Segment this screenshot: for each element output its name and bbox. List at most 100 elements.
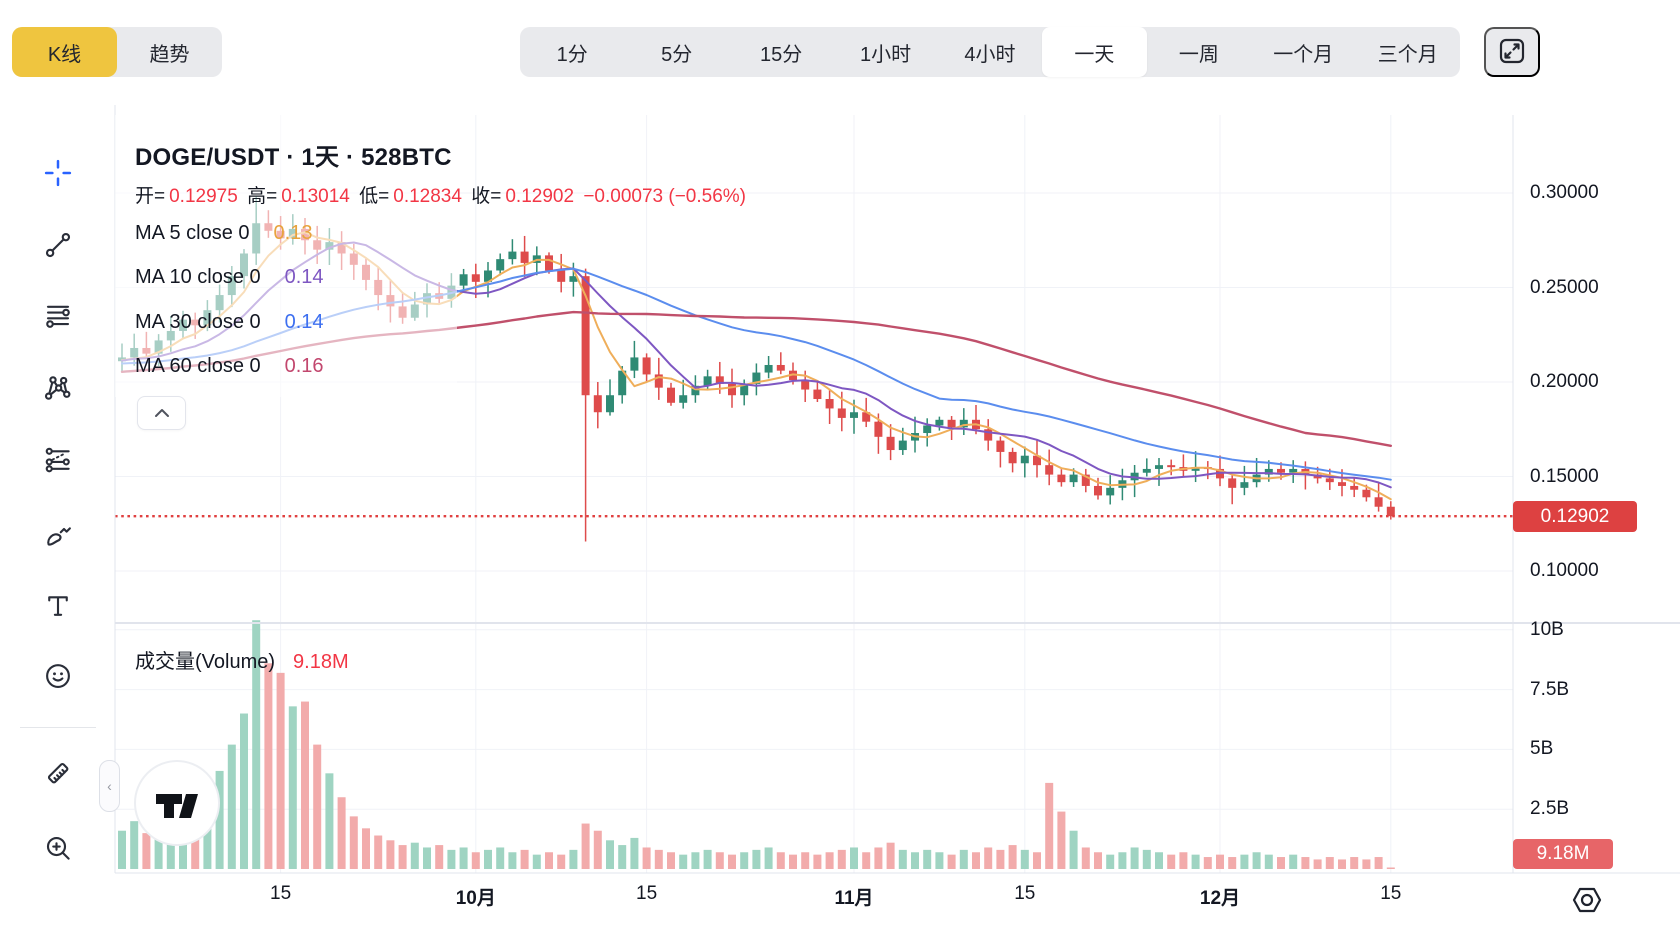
candle-up (1240, 482, 1249, 488)
brush-icon (43, 520, 73, 555)
candle-up (935, 419, 944, 426)
candle-down (581, 276, 590, 396)
timeframe-tab-5[interactable]: 一天 (1042, 27, 1147, 77)
volume-bar (764, 847, 773, 869)
candle-down (557, 270, 566, 282)
timeframe-tab-7[interactable]: 一个月 (1273, 43, 1334, 66)
candle-down (667, 387, 675, 403)
volume-bar (471, 852, 480, 869)
xabcd-pattern-tool[interactable] (36, 368, 80, 412)
time-axis-label: 15 (270, 883, 292, 904)
candle-down (728, 383, 736, 396)
ma-value: 0.14 (284, 311, 324, 333)
timeframe-bar: 1分 5分 15分 1小时 4小时 一天 一周 一个月 三个月 (520, 27, 1460, 77)
timeframe-tab-1[interactable]: 5分 (661, 43, 693, 66)
volume-axis-label: 10B (1530, 618, 1564, 640)
candle-down (874, 421, 883, 437)
last-volume-badge: 9.18M (1513, 839, 1613, 869)
volume-bar (1167, 854, 1176, 869)
volume-bar (435, 845, 444, 869)
legend-collapse-button[interactable] (137, 396, 186, 430)
timeframe-tab-4[interactable]: 4小时 (964, 43, 1016, 66)
candle-down (1081, 474, 1090, 486)
volume-bar (1277, 857, 1285, 869)
candle-up (1155, 465, 1163, 469)
ma-legend-row-60: MA 60 close 0 0.16 (135, 355, 324, 378)
emoji-tool[interactable] (36, 656, 80, 700)
time-axis-label: 15 (1014, 883, 1036, 904)
volume-bar (581, 823, 590, 869)
candle-up (703, 376, 712, 386)
price-scale-settings-button[interactable] (1563, 884, 1611, 920)
ruler-tool[interactable] (36, 753, 80, 797)
volume-bar (1118, 852, 1127, 869)
zoom-in-tool[interactable] (36, 828, 80, 872)
candle-up (1069, 474, 1078, 483)
horizontal-lines-tool[interactable] (36, 296, 80, 340)
timeframe-tab-8[interactable]: 三个月 (1377, 43, 1438, 66)
volume-bar (1179, 852, 1188, 869)
timeframe-tab-3[interactable]: 1小时 (859, 43, 912, 66)
volume-bar (825, 852, 834, 869)
gear-icon (1567, 885, 1607, 920)
fullscreen-button[interactable] (1484, 27, 1540, 77)
price-axis-label: 0.10000 (1530, 560, 1599, 581)
long-position-tool[interactable] (36, 440, 80, 484)
volume-bar (1350, 857, 1359, 869)
volume-bar (288, 706, 297, 869)
chart-type-tab-1[interactable]: 趋势 (149, 43, 190, 66)
volume-bar (1008, 845, 1017, 869)
crosshair-tool[interactable] (36, 153, 80, 197)
volume-bar (1045, 782, 1054, 869)
volume-bar (728, 854, 736, 869)
volume-bar (654, 849, 663, 869)
chart-type-tab-0[interactable]: K线 (12, 27, 117, 77)
horizontal-lines-icon (43, 301, 73, 336)
pane-title: DOGE/USDT · 1天 · 528BTC (135, 144, 452, 171)
volume-bar (1386, 867, 1395, 869)
volume-bar (593, 830, 602, 869)
volume-label: 成交量(Volume) (135, 651, 276, 673)
volume-bar (667, 852, 675, 869)
timeframe-tab-6[interactable]: 一周 (1178, 43, 1219, 66)
volume-bar (410, 842, 419, 869)
price-axis-label: 0.25000 (1530, 276, 1599, 298)
expand-icon (1497, 36, 1527, 69)
volume-bar (837, 849, 846, 869)
volume-bar (1033, 852, 1041, 869)
time-axis-label: 11月 (834, 888, 874, 909)
volume-bar (349, 816, 358, 869)
volume-bar (264, 663, 273, 869)
volume-bar (118, 830, 126, 869)
candle-up (630, 357, 639, 371)
volume-bar (276, 672, 285, 869)
trend-line-tool[interactable] (36, 225, 80, 269)
candle-down (837, 408, 846, 418)
candle-up (959, 419, 968, 428)
volume-bar (532, 854, 541, 869)
time-axis-label: 12月 (1199, 888, 1241, 909)
text-icon (43, 591, 73, 626)
candle-up (484, 270, 492, 282)
candle-up (1264, 468, 1273, 475)
candle-up (691, 385, 700, 396)
volume-bar (301, 701, 309, 869)
brush-tool[interactable] (36, 515, 80, 559)
text-tool[interactable] (36, 586, 80, 630)
volume-bar (813, 854, 822, 869)
timeframe-tab-2[interactable]: 15分 (759, 43, 803, 66)
volume-bar (1325, 857, 1334, 869)
volume-bar (1106, 854, 1115, 869)
candle-up (1020, 455, 1029, 464)
toolbar-collapse-handle[interactable]: ‹ (99, 760, 120, 812)
candle-up (508, 251, 517, 260)
candle-up (764, 364, 773, 373)
timeframe-tab-0[interactable]: 1分 (556, 43, 588, 66)
volume-bar (923, 849, 932, 869)
volume-bar (874, 847, 883, 869)
candle-up (752, 372, 761, 384)
volume-bar (715, 852, 724, 869)
candle-down (984, 429, 993, 441)
ma-legend-row-30: MA 30 close 0 0.14 (135, 311, 324, 334)
volume-bar (142, 833, 151, 869)
